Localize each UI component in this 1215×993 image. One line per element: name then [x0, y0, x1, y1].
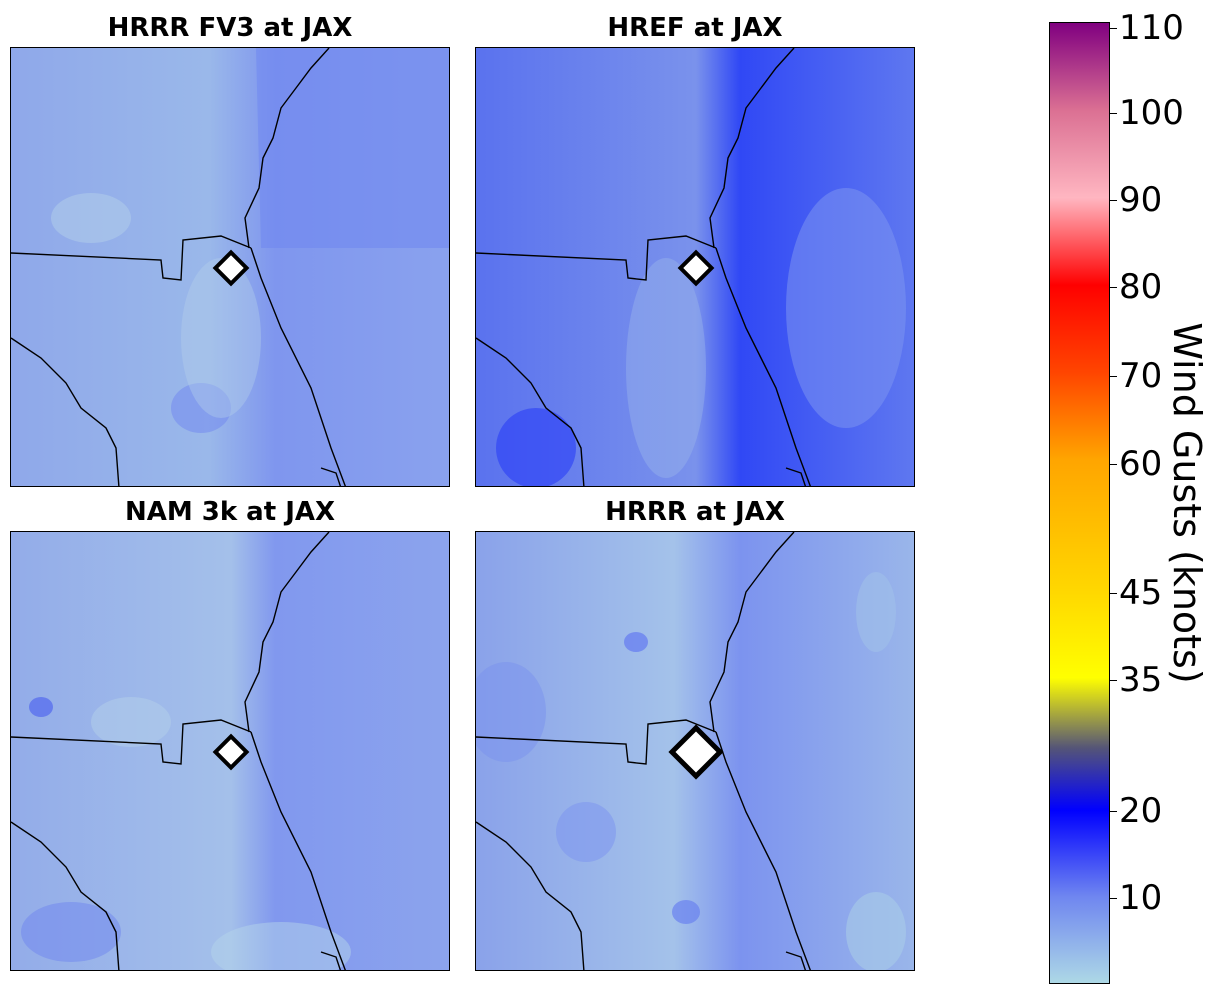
map-panel-fv3: [10, 47, 450, 487]
panel-title-hrrr: HRRR at JAX: [605, 497, 785, 527]
tick-mark: [1110, 376, 1117, 377]
tick-60: 60: [1119, 444, 1163, 484]
tick-90: 90: [1119, 180, 1163, 220]
tick-mark: [1110, 811, 1117, 812]
panel-title-nam: NAM 3k at JAX: [124, 497, 336, 527]
colorbar-label: Wind Gusts (knots): [1165, 322, 1209, 684]
map-panel-nam: [10, 531, 450, 971]
map-panel-hrrr: [475, 531, 915, 971]
station-marker: [668, 724, 724, 780]
tick-20: 20: [1119, 791, 1163, 831]
panel-title-href: HREF at JAX: [607, 13, 783, 43]
tick-45: 45: [1119, 573, 1163, 613]
station-marker: [212, 249, 250, 287]
colorbar: [1049, 22, 1110, 984]
map-panel-href: [475, 47, 915, 487]
panel-title-fv3: HRRR FV3 at JAX: [107, 13, 353, 43]
tick-70: 70: [1119, 356, 1163, 396]
tick-mark: [1110, 200, 1117, 201]
tick-mark: [1110, 28, 1117, 29]
tick-mark: [1110, 593, 1117, 594]
tick-mark: [1110, 464, 1117, 465]
station-marker: [212, 733, 250, 771]
tick-10: 10: [1119, 878, 1163, 918]
tick-100: 100: [1119, 93, 1184, 133]
station-marker: [677, 249, 715, 287]
tick-80: 80: [1119, 267, 1163, 307]
tick-mark: [1110, 113, 1117, 114]
tick-mark: [1110, 680, 1117, 681]
tick-mark: [1110, 898, 1117, 899]
tick-mark: [1110, 287, 1117, 288]
tick-110: 110: [1119, 8, 1184, 48]
tick-35: 35: [1119, 660, 1163, 700]
